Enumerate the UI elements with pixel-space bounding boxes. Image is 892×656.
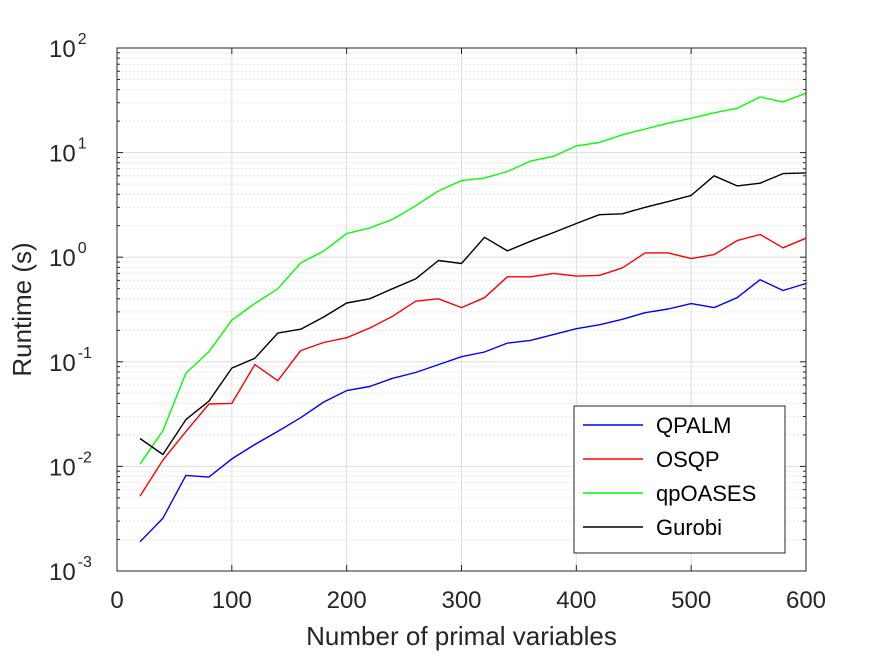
x-axis-label: Number of primal variables <box>306 621 617 651</box>
series-line-qpoases <box>139 92 807 465</box>
series-layer <box>139 92 807 543</box>
y-tick-label: 10 -1 <box>49 345 92 377</box>
legend-box <box>573 405 786 554</box>
series-line-gurobi <box>139 172 807 456</box>
x-tick-label: 0 <box>110 587 123 614</box>
legend-items: QPALM OSQP qpOASES Gurobi <box>583 413 756 540</box>
y-tick-label: 10 -3 <box>49 554 92 586</box>
y-tick-label: 10 1 <box>49 136 87 168</box>
x-tick-label: 300 <box>441 587 481 614</box>
series-line-osqp <box>139 233 807 497</box>
y-tick-exponent: -1 <box>78 345 92 362</box>
x-tick-label: 200 <box>327 587 367 614</box>
y-tick-exponent: 2 <box>78 31 87 48</box>
legend-label-gurobi: Gurobi <box>656 515 722 540</box>
x-tick-label: 500 <box>671 587 711 614</box>
legend-label-qpalm: QPALM <box>656 413 731 438</box>
y-tick-exponent: -2 <box>78 449 92 466</box>
legend-label-osqp: OSQP <box>656 447 720 472</box>
x-tick-label: 100 <box>212 587 252 614</box>
y-tick-exponent: -3 <box>78 554 92 571</box>
y-tick-label: 10 -2 <box>49 449 92 481</box>
x-tick-label: 600 <box>786 587 826 614</box>
y-axis-label: Runtime (s) <box>7 242 37 376</box>
series-line-qpalm <box>139 279 807 543</box>
y-tick-label: 10 2 <box>49 31 87 63</box>
legend: QPALM OSQP qpOASES Gurobi <box>573 405 786 554</box>
y-tick-exponent: 1 <box>78 136 87 153</box>
legend-label-qpoases: qpOASES <box>656 481 756 506</box>
y-tick-label: 10 0 <box>49 240 87 272</box>
y-tick-exponent: 0 <box>78 240 87 257</box>
x-tick-label: 400 <box>556 587 596 614</box>
